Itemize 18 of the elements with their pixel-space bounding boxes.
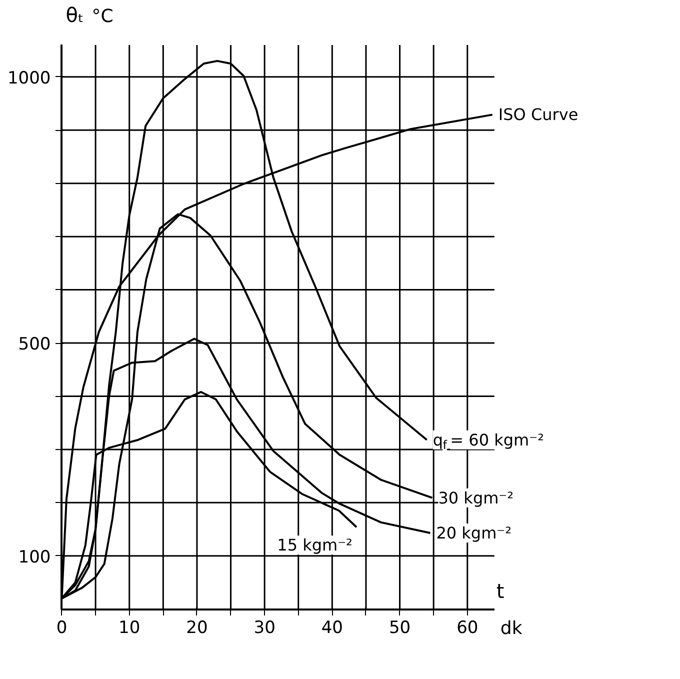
x-tick-label: 60 bbox=[456, 618, 478, 638]
y-tick-label: 100 bbox=[18, 547, 51, 568]
x-tick-label: 20 bbox=[186, 618, 208, 638]
text: dk bbox=[500, 618, 523, 640]
y-tick-label: 500 bbox=[18, 334, 51, 355]
y-tick-label: 1000 bbox=[7, 68, 51, 88]
x-tick-label: 10 bbox=[118, 618, 140, 638]
y-axis-title: θₜ bbox=[66, 2, 84, 27]
series-label: 30 kgm⁻² bbox=[438, 488, 514, 508]
x-tick-label: 40 bbox=[321, 618, 343, 638]
series-label: 20 kgm⁻² bbox=[436, 523, 512, 542]
x-tick-label: 0 bbox=[56, 618, 68, 638]
series-label: ISO Curve bbox=[498, 105, 578, 124]
text: °C bbox=[92, 6, 114, 27]
x-tick-label: 30 bbox=[254, 618, 276, 638]
series-label: 15 kgm⁻² bbox=[277, 536, 352, 555]
x-tick-label: 50 bbox=[388, 618, 411, 638]
x-axis-title: t bbox=[496, 579, 504, 604]
